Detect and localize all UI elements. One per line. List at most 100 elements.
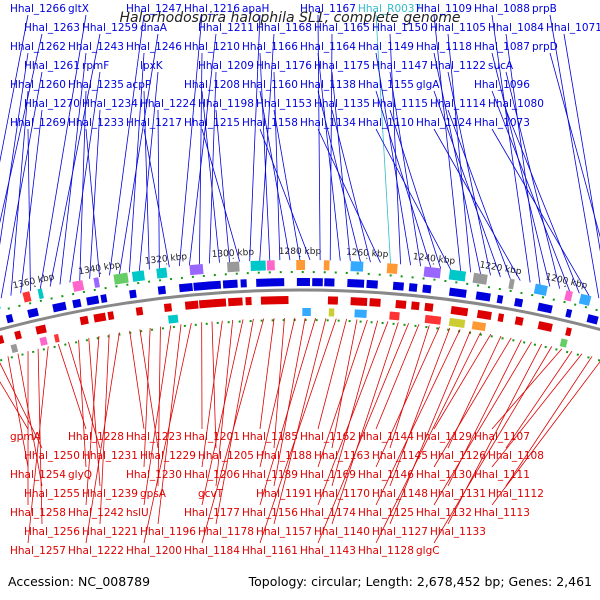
reverse-leader-line [433, 346, 553, 544]
forward-leader-line [89, 109, 101, 279]
forward-gene-arrow [537, 302, 553, 314]
forward-leader-line [188, 33, 217, 266]
reverse-leader-line [0, 381, 29, 430]
tick-label: 1300 kbp [211, 248, 254, 260]
reverse-gene-arrow [35, 324, 47, 335]
forward-gene-label: Hhal_1114 [430, 98, 486, 110]
reverse-gene-label: Hhal_1143 [300, 545, 356, 557]
forward-gene-label: Hhal_1198 [198, 98, 254, 110]
reverse-leader-line [433, 337, 512, 468]
forward-gene-label: Hhal_R0037 [358, 3, 421, 15]
forward-leader-line [375, 14, 391, 264]
reverse-gene-label: Hhal_1200 [126, 545, 182, 557]
reverse-gene-arrow [198, 299, 217, 309]
forward-gene-label: prpD [532, 41, 558, 53]
forward-gene-label: glgA [416, 79, 440, 91]
forward-gene-label: Hhal_1158 [242, 117, 298, 129]
outer-feature-box [533, 283, 548, 296]
forward-leader-line [20, 109, 43, 294]
outer-feature-box [37, 288, 44, 300]
forward-gene-arrow [496, 294, 504, 304]
reverse-gene-arrow [424, 302, 434, 312]
forward-leader-line [491, 52, 551, 287]
forward-leader-line [433, 128, 521, 281]
reverse-gene-label: Hhal_1222 [68, 545, 124, 557]
tick-mark [99, 272, 102, 275]
forward-gene-label: Hhal_1234 [82, 98, 138, 110]
reverse-leader-line [85, 335, 100, 506]
forward-gene-label: Hhal_1109 [416, 3, 472, 15]
forward-leader-line [215, 109, 230, 263]
reverse-leader-line [99, 334, 110, 525]
forward-leader-line [433, 90, 501, 278]
reverse-gene-label: gcvT [198, 488, 224, 500]
outer-feature-box [472, 272, 488, 285]
forward-leader-line [549, 52, 600, 238]
reverse-leader-line [259, 318, 337, 544]
forward-leader-line [331, 109, 371, 263]
reverse-gene-label: Hhal_1161 [242, 545, 298, 557]
forward-gene-arrow [392, 281, 405, 291]
forward-gene-label: Hhal_1105 [430, 22, 486, 34]
forward-gene-label: Hhal_1115 [372, 98, 428, 110]
forward-gene-arrow [366, 279, 378, 289]
reverse-gene-arrow [497, 313, 505, 323]
inner-feature-box [167, 314, 179, 324]
reverse-gene-label: Hhal_1196 [140, 526, 196, 538]
outer-feature-box [350, 261, 364, 272]
reverse-gene-arrow [107, 311, 115, 321]
forward-gene-arrow [129, 289, 137, 299]
forward-leader-line [375, 128, 451, 270]
forward-gene-label: Hhal_1110 [358, 117, 414, 129]
tick-mark [432, 263, 435, 265]
forward-gene-label: Hhal_1122 [430, 60, 486, 72]
reverse-leader-line [139, 329, 159, 449]
reverse-leader-line [505, 350, 573, 449]
forward-gene-label: Hhal_1208 [184, 79, 240, 91]
reverse-leader-line [331, 320, 379, 487]
outer-feature-box [189, 263, 204, 276]
outer-feature-box [448, 269, 467, 282]
forward-gene-label: Hhal_1216 [184, 3, 240, 15]
forward-leader-line [447, 109, 511, 279]
forward-gene-label: Hhal_1155 [358, 79, 414, 91]
forward-gene-arrow [27, 307, 39, 318]
reverse-leader-line [7, 356, 29, 468]
outer-feature-box [423, 266, 441, 279]
reverse-gene-label: Hhal_1230 [126, 469, 182, 481]
reverse-gene-label: Hhal_1191 [256, 488, 312, 500]
reverse-leader-line [201, 320, 223, 468]
forward-leader-line [273, 71, 281, 261]
forward-gene-arrow [448, 287, 467, 298]
forward-leader-line [129, 52, 145, 273]
forward-leader-line [0, 14, 29, 163]
reverse-leader-line [143, 323, 192, 544]
reverse-leader-line [491, 361, 600, 506]
forward-gene-arrow [86, 295, 100, 306]
forward-leader-line [178, 14, 203, 267]
forward-leader-line [433, 52, 481, 274]
reverse-leader-line [505, 356, 593, 487]
reverse-leader-line [375, 324, 420, 430]
forward-leader-line [119, 33, 159, 274]
forward-gene-arrow [5, 314, 14, 324]
reverse-gene-label: Hhal_1177 [184, 507, 240, 519]
reverse-gene-label: Hhal_1145 [372, 450, 428, 462]
forward-gene-arrow [52, 301, 67, 313]
outer-feature-box [72, 280, 85, 292]
forward-leader-line [143, 128, 170, 268]
tick-label: 1240 kbp [412, 252, 456, 267]
reverse-leader-line [17, 353, 43, 487]
forward-leader-line [317, 52, 341, 261]
forward-gene-label: Hhal_1235 [68, 79, 124, 91]
forward-leader-line [331, 71, 351, 262]
forward-leader-line [549, 14, 600, 299]
reverse-gene-arrow [565, 327, 572, 337]
reverse-gene-label: Hhal_1131 [430, 488, 486, 500]
forward-gene-arrow [408, 283, 418, 292]
reverse-gene-label: Hhal_1188 [256, 450, 312, 462]
reverse-leader-line [259, 317, 296, 468]
gene-labels: Hhal_1266 Hhal_1263 Hhal_1262 Hhal_1261 Hhal… [0, 3, 600, 557]
reverse-gene-arrow [514, 316, 524, 326]
reverse-gene-label: glyQ [68, 469, 92, 481]
